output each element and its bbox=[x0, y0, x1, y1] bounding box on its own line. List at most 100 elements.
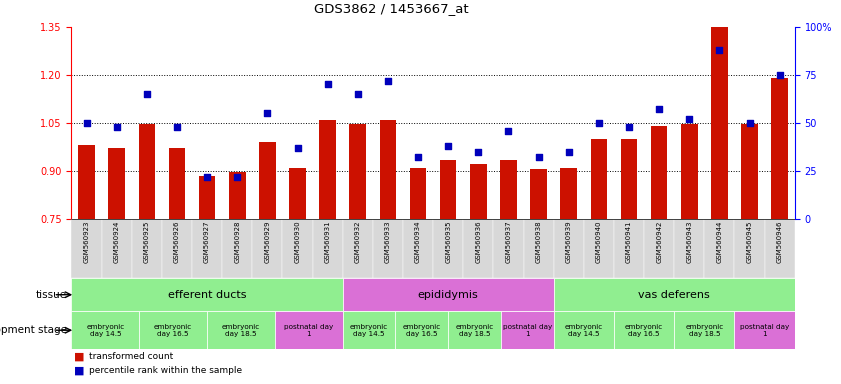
Text: transformed count: transformed count bbox=[89, 352, 173, 361]
Point bbox=[321, 81, 335, 88]
Point bbox=[502, 127, 516, 134]
Text: GDS3862 / 1453667_at: GDS3862 / 1453667_at bbox=[314, 2, 468, 15]
Bar bbox=[734, 219, 764, 278]
Bar bbox=[494, 219, 523, 278]
Point bbox=[381, 78, 394, 84]
Point bbox=[261, 110, 274, 116]
Bar bbox=[440, 160, 457, 219]
Bar bbox=[342, 219, 373, 278]
Bar bbox=[259, 142, 276, 219]
Bar bbox=[78, 145, 95, 219]
Bar bbox=[771, 78, 788, 219]
Bar bbox=[342, 311, 395, 349]
Bar bbox=[71, 278, 342, 311]
Point bbox=[110, 124, 124, 130]
Bar bbox=[169, 149, 185, 219]
Bar bbox=[681, 124, 697, 219]
Bar bbox=[448, 311, 501, 349]
Text: percentile rank within the sample: percentile rank within the sample bbox=[89, 366, 242, 376]
Point bbox=[773, 72, 786, 78]
Bar bbox=[161, 219, 192, 278]
Text: ■: ■ bbox=[74, 366, 84, 376]
Text: GSM560927: GSM560927 bbox=[204, 221, 210, 263]
Point bbox=[411, 154, 425, 161]
Text: efferent ducts: efferent ducts bbox=[168, 290, 246, 300]
Point bbox=[472, 149, 485, 155]
Bar bbox=[711, 27, 727, 219]
Bar bbox=[614, 219, 644, 278]
Bar bbox=[553, 219, 584, 278]
Text: postnatal day
1: postnatal day 1 bbox=[503, 324, 552, 337]
Point bbox=[562, 149, 575, 155]
Text: development stage: development stage bbox=[0, 325, 67, 335]
Bar bbox=[590, 139, 607, 219]
Bar bbox=[704, 219, 734, 278]
Text: GSM560935: GSM560935 bbox=[445, 221, 451, 263]
Bar bbox=[350, 124, 366, 219]
Bar bbox=[560, 168, 577, 219]
Text: embryonic
day 18.5: embryonic day 18.5 bbox=[685, 324, 723, 337]
Text: ■: ■ bbox=[74, 351, 84, 361]
Text: epididymis: epididymis bbox=[418, 290, 479, 300]
Text: GSM560924: GSM560924 bbox=[114, 221, 119, 263]
Text: GSM560936: GSM560936 bbox=[475, 221, 481, 263]
Bar bbox=[463, 219, 494, 278]
Bar bbox=[379, 120, 396, 219]
Text: GSM560945: GSM560945 bbox=[747, 221, 753, 263]
Bar bbox=[674, 219, 704, 278]
Bar bbox=[395, 311, 448, 349]
Text: postnatal day
1: postnatal day 1 bbox=[284, 324, 333, 337]
Text: GSM560928: GSM560928 bbox=[235, 221, 241, 263]
Bar bbox=[523, 219, 553, 278]
Bar bbox=[614, 311, 674, 349]
Point bbox=[683, 116, 696, 122]
Bar bbox=[500, 160, 516, 219]
Bar bbox=[342, 278, 553, 311]
Point bbox=[351, 91, 364, 97]
Bar bbox=[275, 311, 342, 349]
Bar bbox=[283, 219, 313, 278]
Bar bbox=[584, 219, 614, 278]
Bar bbox=[71, 219, 102, 278]
Bar bbox=[734, 311, 795, 349]
Text: GSM560925: GSM560925 bbox=[144, 221, 150, 263]
Text: GSM560934: GSM560934 bbox=[415, 221, 421, 263]
Bar bbox=[71, 311, 140, 349]
Text: embryonic
day 14.5: embryonic day 14.5 bbox=[564, 324, 603, 337]
Bar bbox=[644, 219, 674, 278]
Text: embryonic
day 14.5: embryonic day 14.5 bbox=[87, 324, 124, 337]
Bar bbox=[433, 219, 463, 278]
Bar bbox=[531, 169, 547, 219]
Bar bbox=[501, 311, 553, 349]
Text: GSM560932: GSM560932 bbox=[355, 221, 361, 263]
Point bbox=[140, 91, 154, 97]
Bar bbox=[198, 176, 215, 219]
Text: embryonic
day 16.5: embryonic day 16.5 bbox=[154, 324, 193, 337]
Text: GSM560944: GSM560944 bbox=[717, 221, 722, 263]
Bar bbox=[621, 139, 637, 219]
Text: GSM560923: GSM560923 bbox=[83, 221, 89, 263]
Text: GSM560939: GSM560939 bbox=[566, 221, 572, 263]
Text: GSM560940: GSM560940 bbox=[596, 221, 602, 263]
Bar bbox=[192, 219, 222, 278]
Text: embryonic
day 18.5: embryonic day 18.5 bbox=[456, 324, 494, 337]
Point bbox=[712, 47, 726, 53]
Text: GSM560943: GSM560943 bbox=[686, 221, 692, 263]
Bar bbox=[553, 278, 795, 311]
Bar bbox=[139, 124, 155, 219]
Bar bbox=[410, 168, 426, 219]
Text: GSM560933: GSM560933 bbox=[385, 221, 391, 263]
Bar bbox=[741, 124, 758, 219]
Point bbox=[200, 174, 214, 180]
Bar bbox=[313, 219, 342, 278]
Text: embryonic
day 16.5: embryonic day 16.5 bbox=[403, 324, 441, 337]
Text: GSM560938: GSM560938 bbox=[536, 221, 542, 263]
Point bbox=[532, 154, 545, 161]
Bar bbox=[102, 219, 132, 278]
Text: tissue: tissue bbox=[36, 290, 67, 300]
Bar bbox=[222, 219, 252, 278]
Bar bbox=[553, 311, 614, 349]
Text: GSM560946: GSM560946 bbox=[777, 221, 783, 263]
Bar bbox=[764, 219, 795, 278]
Point bbox=[622, 124, 636, 130]
